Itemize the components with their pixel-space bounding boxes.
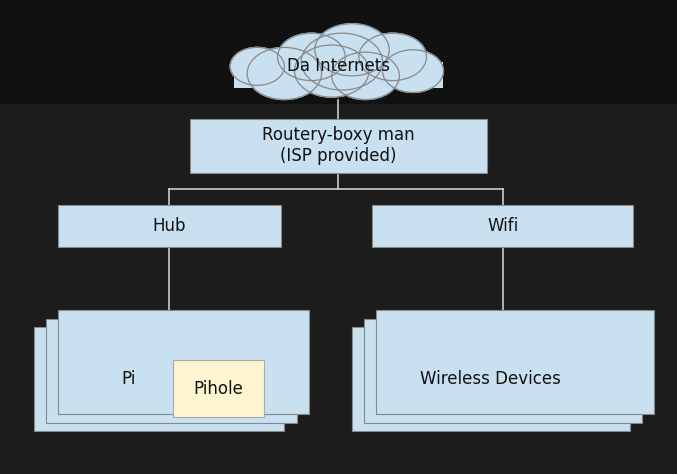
- FancyBboxPatch shape: [58, 310, 309, 414]
- FancyBboxPatch shape: [0, 104, 677, 192]
- FancyBboxPatch shape: [234, 62, 443, 88]
- FancyBboxPatch shape: [190, 118, 487, 173]
- Circle shape: [315, 24, 389, 76]
- FancyBboxPatch shape: [0, 258, 677, 474]
- FancyBboxPatch shape: [0, 0, 677, 104]
- Text: Wifi: Wifi: [487, 217, 519, 235]
- FancyBboxPatch shape: [376, 310, 654, 414]
- FancyBboxPatch shape: [364, 319, 642, 423]
- FancyBboxPatch shape: [372, 205, 633, 247]
- FancyBboxPatch shape: [46, 319, 297, 423]
- FancyBboxPatch shape: [58, 205, 281, 247]
- Circle shape: [230, 47, 284, 85]
- Text: Routery-boxy man
(ISP provided): Routery-boxy man (ISP provided): [262, 127, 415, 165]
- FancyBboxPatch shape: [173, 360, 264, 417]
- Circle shape: [359, 33, 427, 81]
- Text: Hub: Hub: [152, 217, 186, 235]
- Circle shape: [383, 50, 443, 92]
- FancyBboxPatch shape: [0, 192, 677, 258]
- Circle shape: [332, 52, 399, 100]
- Text: Pi: Pi: [122, 370, 136, 388]
- Text: Wireless Devices: Wireless Devices: [420, 370, 561, 388]
- Text: Da Internets: Da Internets: [287, 57, 390, 75]
- FancyBboxPatch shape: [352, 327, 630, 431]
- Circle shape: [294, 45, 369, 97]
- Circle shape: [301, 33, 383, 90]
- Circle shape: [247, 47, 322, 100]
- FancyBboxPatch shape: [34, 327, 284, 431]
- Circle shape: [278, 33, 345, 81]
- Text: Pihole: Pihole: [194, 380, 243, 398]
